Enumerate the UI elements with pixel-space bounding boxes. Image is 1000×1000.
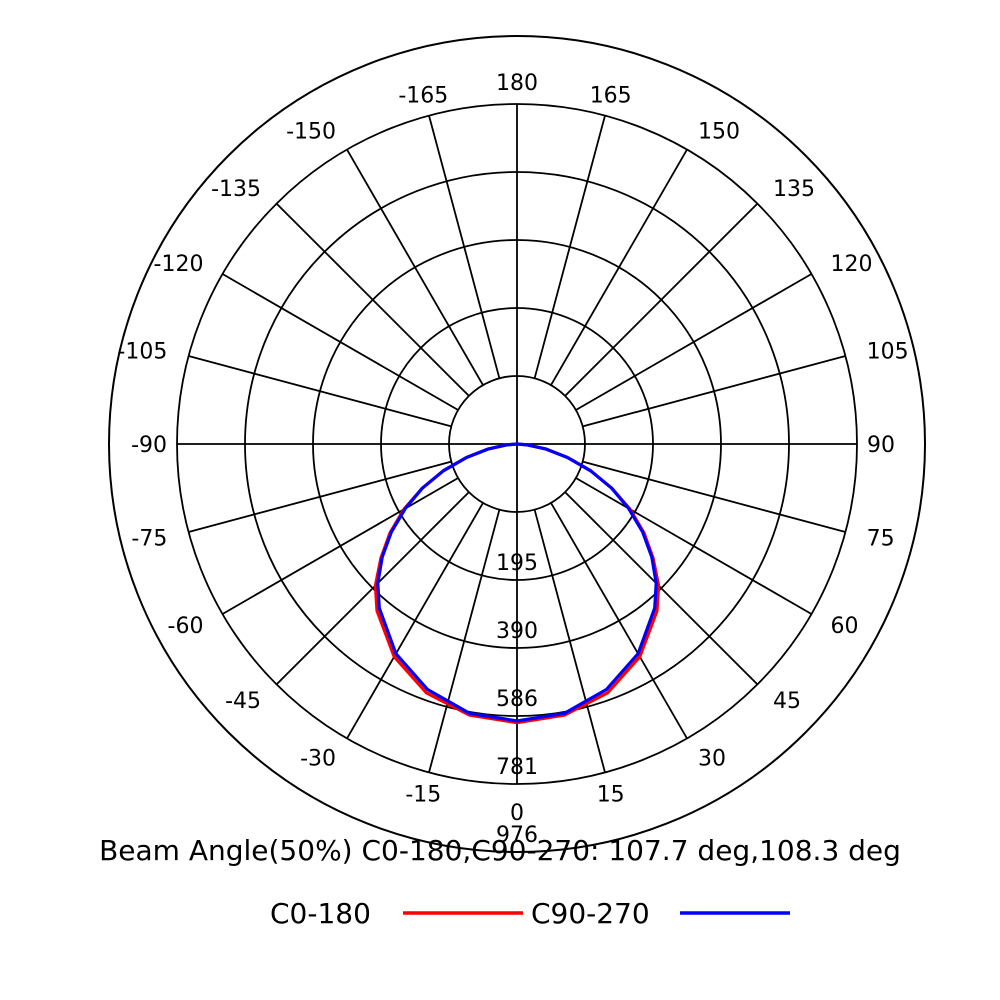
ring-tick-label: 586 — [496, 687, 538, 712]
angle-tick-label: 75 — [867, 527, 895, 552]
angle-tick-label: -150 — [286, 119, 336, 144]
legend: C0-180 C90-270 — [270, 897, 790, 930]
grid-spoke — [222, 273, 459, 411]
angle-tick-label: 165 — [590, 83, 632, 108]
beam-angle-caption: Beam Angle(50%) C0-180,C90-270: 107.7 de… — [99, 834, 901, 867]
ring-tick-label: 976 — [496, 823, 538, 848]
angle-tick-label: -90 — [131, 433, 167, 458]
grid-spoke — [275, 491, 470, 686]
legend-label-c90-270: C90-270 — [531, 897, 650, 930]
grid-spoke — [582, 460, 846, 533]
grid-spoke — [188, 460, 452, 533]
grid-spoke — [575, 273, 812, 411]
angle-tick-label: -30 — [300, 747, 336, 772]
intensity-curves — [373, 442, 661, 725]
grid-spoke — [533, 509, 606, 773]
angle-tick-label: 30 — [698, 747, 726, 772]
grid-ring — [108, 35, 926, 853]
grid-spoke — [188, 355, 452, 428]
ring-tick-label: 390 — [496, 619, 538, 644]
angle-tick-label: -45 — [225, 689, 261, 714]
angle-tick-label: -135 — [211, 177, 261, 202]
grid-spoke — [346, 502, 484, 739]
angle-tick-label: -15 — [405, 783, 441, 808]
angle-tick-label: 90 — [867, 433, 895, 458]
angle-tick-label: 0 — [510, 801, 524, 826]
grid-spoke — [575, 477, 812, 615]
angle-tick-label: 105 — [867, 339, 909, 364]
grid-spoke — [222, 477, 459, 615]
grid-spoke — [428, 509, 501, 773]
angle-tick-label: -105 — [117, 339, 167, 364]
angle-tick-label: 120 — [831, 252, 873, 277]
grid-spoke — [533, 115, 606, 379]
grid-spoke — [582, 355, 846, 428]
ring-tick-label: 195 — [496, 551, 538, 576]
grid-spoke — [275, 202, 470, 397]
angle-tick-label: 60 — [831, 614, 859, 639]
angle-tick-label: 150 — [698, 119, 740, 144]
angle-tick-label: -75 — [131, 527, 167, 552]
angle-tick-label: 180 — [496, 71, 538, 96]
grid-spoke — [346, 149, 484, 386]
grid-spoke — [550, 502, 688, 739]
angle-tick-label: -120 — [154, 252, 204, 277]
angle-tick-label: 45 — [773, 689, 801, 714]
grid-spoke — [564, 491, 759, 686]
legend-label-c0-180: C0-180 — [270, 897, 371, 930]
angle-tick-label: -60 — [168, 614, 204, 639]
series-line-c90-270 — [376, 442, 658, 723]
grid-spoke — [428, 115, 501, 379]
ring-tick-label: 781 — [496, 755, 538, 780]
angle-tick-label: 15 — [597, 783, 625, 808]
ring-tick-labels: 195 390 586 781 976 — [496, 551, 538, 848]
polar-grid — [108, 35, 926, 853]
grid-spoke — [550, 149, 688, 386]
angle-tick-label: 135 — [773, 177, 815, 202]
angle-tick-labels: 180 1651501351201059075604530150-15-30-45… — [117, 71, 908, 826]
grid-spoke — [564, 202, 759, 397]
angle-tick-label: -165 — [398, 83, 448, 108]
